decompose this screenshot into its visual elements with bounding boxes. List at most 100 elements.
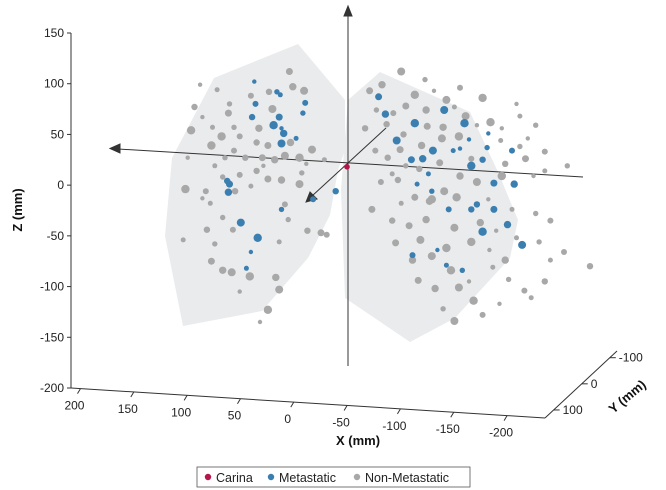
non-metastatic-point — [427, 252, 436, 261]
non-metastatic-point — [275, 285, 284, 294]
non-metastatic-point — [207, 257, 215, 265]
non-metastatic-point — [431, 88, 437, 94]
z-tick-label: 0 — [57, 178, 64, 192]
x-tick-mark — [343, 405, 348, 411]
non-metastatic-point — [258, 154, 266, 162]
non-metastatic-point — [417, 141, 426, 150]
metastatic-point — [302, 99, 309, 106]
non-metastatic-point — [528, 295, 534, 301]
legend-label-non-metastatic: Non-Metastatic — [365, 471, 449, 485]
non-metastatic-point — [384, 154, 391, 161]
y-tick-label: -100 — [619, 351, 643, 365]
non-metastatic-point — [372, 147, 379, 154]
metastatic-point — [252, 79, 257, 84]
non-metastatic-point — [451, 104, 457, 110]
x-axis: 200 150 100 50 0 -50 -100 -150 -200 — [64, 387, 546, 440]
metastatic-point — [457, 146, 463, 151]
non-metastatic-point — [264, 142, 272, 149]
legend-frame — [196, 466, 471, 488]
non-metastatic-point — [253, 167, 260, 175]
y-axis-title: Y (mm) — [605, 377, 648, 417]
non-metastatic-point — [304, 161, 309, 166]
metastatic-point — [414, 181, 420, 187]
metastatic-point — [278, 206, 285, 213]
non-metastatic-point — [377, 179, 384, 185]
non-metastatic-point — [222, 155, 228, 161]
non-metastatic-point — [502, 160, 509, 167]
x-tick-label: 0 — [284, 412, 291, 426]
non-metastatic-point — [197, 82, 203, 87]
metastatic-point — [486, 131, 491, 136]
non-metastatic-point — [277, 176, 286, 184]
non-metastatic-point — [242, 154, 249, 161]
metastatic-point — [274, 89, 280, 95]
metastatic-point — [503, 220, 512, 229]
x-tick-mark — [77, 388, 81, 394]
non-metastatic-point — [416, 165, 423, 173]
non-metastatic-point — [469, 296, 478, 305]
non-metastatic-point — [450, 317, 459, 325]
non-metastatic-point — [289, 83, 297, 91]
metastatic-point — [425, 171, 431, 177]
non-metastatic-point — [422, 106, 430, 114]
non-metastatic-point — [564, 163, 570, 169]
non-metastatic-point — [368, 205, 376, 213]
non-metastatic-point — [212, 241, 218, 247]
non-metastatic-point — [220, 214, 226, 221]
legend-label-carina: Carina — [216, 471, 253, 485]
metastatic-point — [277, 92, 283, 98]
non-metastatic-point — [295, 180, 304, 189]
y-tick-label: 0 — [591, 377, 598, 391]
metastatic-point — [490, 205, 498, 213]
metastatic-point — [248, 113, 256, 121]
non-metastatic-point — [248, 183, 254, 189]
non-metastatic-point — [466, 279, 472, 284]
non-metastatic-point — [450, 223, 459, 232]
metastatic-point — [445, 206, 452, 213]
non-metastatic-point — [494, 228, 499, 233]
x-axis-ticks: 200 150 100 50 0 -50 -100 -150 -200 — [64, 388, 513, 440]
non-metastatic-point — [440, 187, 449, 196]
x-tick-label: -150 — [436, 422, 460, 436]
non-metastatic-point — [541, 278, 548, 285]
non-metastatic-point — [522, 155, 529, 163]
x-tick-label: 200 — [64, 399, 84, 413]
non-metastatic-point — [285, 68, 293, 75]
z-axis-title: Z (mm) — [10, 188, 25, 231]
non-metastatic-point — [236, 171, 243, 178]
non-metastatic-point — [390, 110, 397, 117]
legend-marker-carina — [204, 473, 212, 481]
z-tick-label: -100 — [40, 280, 64, 294]
non-metastatic-point — [446, 266, 456, 275]
metastatic-point — [409, 252, 416, 259]
non-metastatic-point — [231, 124, 237, 130]
metastatic-point — [429, 188, 435, 194]
non-metastatic-point — [245, 272, 254, 281]
metastatic-point — [467, 161, 476, 170]
non-metastatic-point — [514, 235, 519, 241]
non-metastatic-point — [452, 193, 461, 202]
non-metastatic-point — [285, 216, 291, 223]
non-metastatic-point — [403, 163, 409, 169]
non-metastatic-point — [286, 138, 295, 147]
non-metastatic-point — [497, 301, 502, 306]
metastatic-point — [435, 247, 440, 253]
metastatic-point — [269, 121, 278, 130]
metastatic-point — [248, 249, 254, 255]
non-metastatic-point — [467, 237, 476, 247]
metastatic-point — [460, 119, 469, 128]
metastatic-point — [473, 201, 481, 208]
legend-marker-non-metastatic — [353, 473, 361, 481]
non-metastatic-point — [200, 196, 205, 201]
non-metastatic-point — [229, 226, 236, 233]
non-metastatic-point — [541, 148, 548, 155]
non-metastatic-point — [271, 156, 279, 164]
non-metastatic-point — [247, 92, 254, 99]
non-metastatic-point — [442, 243, 451, 253]
metastatic-point — [293, 135, 299, 141]
non-metastatic-point — [497, 171, 506, 181]
x-tick-mark — [503, 415, 508, 421]
non-metastatic-point — [439, 123, 447, 131]
non-metastatic-point — [498, 138, 504, 143]
metastatic-point — [490, 179, 498, 187]
